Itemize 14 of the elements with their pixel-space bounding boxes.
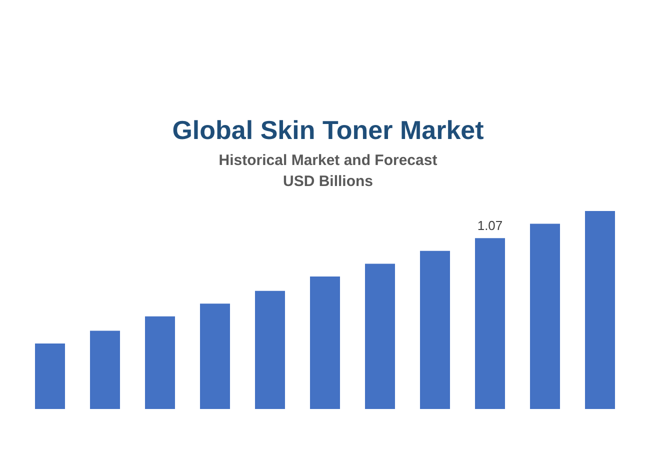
- bar: [475, 238, 505, 409]
- bar: [585, 211, 615, 409]
- chart-subtitle: Historical Market and Forecast USD Billions: [218, 152, 438, 190]
- data-label: 1.07: [477, 218, 503, 234]
- bar: [145, 316, 175, 409]
- bar: [200, 304, 230, 409]
- bar: [365, 264, 395, 409]
- bar: [420, 250, 450, 409]
- bar: [255, 290, 285, 409]
- bar: [530, 224, 560, 409]
- bar: [90, 330, 120, 409]
- bar: [35, 344, 65, 409]
- bar: [310, 276, 340, 409]
- chart-title: Global Skin Toner Market: [172, 115, 484, 145]
